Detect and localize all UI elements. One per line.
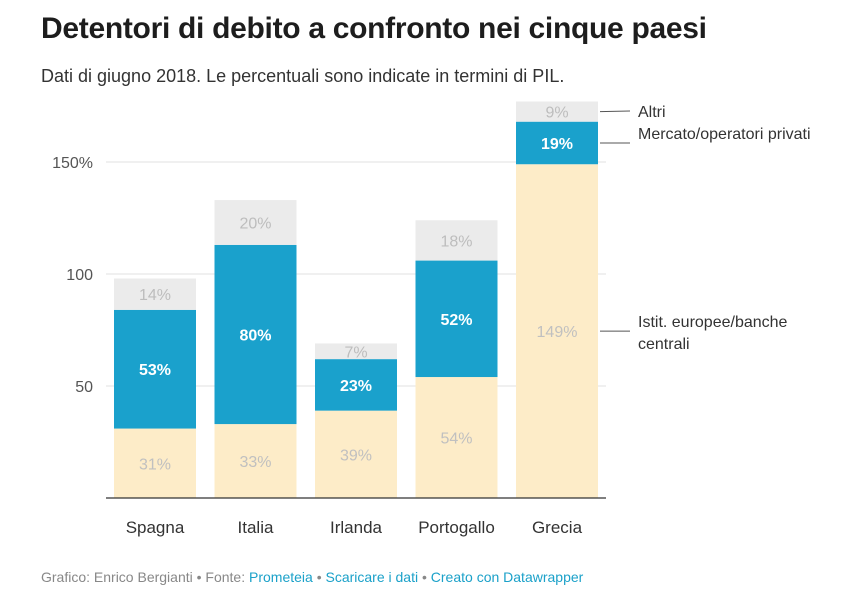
chart-subtitle: Dati di giugno 2018. Le percentuali sono… — [41, 66, 565, 86]
y-tick-label: 100 — [66, 267, 93, 284]
data-label: 7% — [344, 344, 367, 361]
data-label: 14% — [139, 287, 171, 304]
data-label: 19% — [541, 136, 573, 153]
x-tick-label: Spagna — [126, 518, 185, 537]
x-tick-label: Grecia — [532, 518, 583, 537]
footer-separator: • — [421, 569, 427, 585]
bar-segment — [114, 278, 196, 310]
data-label: 23% — [340, 378, 372, 395]
data-label: 53% — [139, 362, 171, 379]
data-label: 39% — [340, 447, 372, 464]
legend-label: Istit. europee/banche centrali — [638, 314, 788, 353]
legend-label: Mercato/operatori privati — [638, 126, 811, 143]
legend-label: Altri — [638, 104, 666, 121]
bar-segment — [415, 260, 498, 378]
footer-credit: Grafico: Enrico Bergianti — [41, 569, 193, 585]
footer-separator: • — [316, 569, 322, 585]
footer-download-link[interactable]: Scaricare i dati — [325, 569, 419, 585]
x-tick-label: Irlanda — [330, 518, 383, 537]
bar-segment — [516, 121, 598, 165]
data-label: 52% — [440, 312, 472, 329]
x-tick-label: Portogallo — [418, 518, 495, 537]
bar-segment — [516, 101, 598, 122]
data-label: 20% — [239, 215, 271, 232]
chart-title: Detentori di debito a confronto nei cinq… — [41, 12, 707, 45]
data-label: 18% — [440, 233, 472, 250]
footer-source-link[interactable]: Prometeia — [249, 569, 313, 585]
footer-datawrapper-link[interactable]: Creato con Datawrapper — [430, 569, 584, 585]
footer-source-prefix: • Fonte: — [196, 569, 246, 585]
x-tick-label: Italia — [238, 518, 274, 537]
data-label: 54% — [440, 431, 472, 448]
data-label: 9% — [545, 105, 568, 122]
bar-segment — [315, 359, 397, 411]
stacked-bar-chart: 50 100 150% 31% 53% 14% Spagna 33% 80% 20% Italia 3… — [52, 101, 811, 537]
bar-segment — [214, 244, 297, 425]
y-tick-label: 150% — [52, 155, 93, 172]
bar-segment — [214, 200, 297, 245]
data-label: 31% — [139, 456, 171, 473]
data-label: 33% — [239, 454, 271, 471]
bar-segment — [415, 377, 498, 498]
footer: Grafico: Enrico Bergianti • Fonte: Prome… — [41, 569, 583, 585]
bar-segment — [114, 428, 196, 498]
bar-segment — [315, 343, 397, 360]
bar-segment — [214, 424, 297, 498]
bar-segment — [315, 410, 397, 498]
bar-segment — [516, 164, 598, 499]
data-label: 149% — [537, 324, 578, 341]
bar-segment — [415, 220, 498, 261]
legend-connector — [599, 110, 631, 113]
data-label: 80% — [239, 327, 271, 344]
y-tick-label: 50 — [75, 379, 93, 396]
bar-segment — [114, 309, 196, 429]
